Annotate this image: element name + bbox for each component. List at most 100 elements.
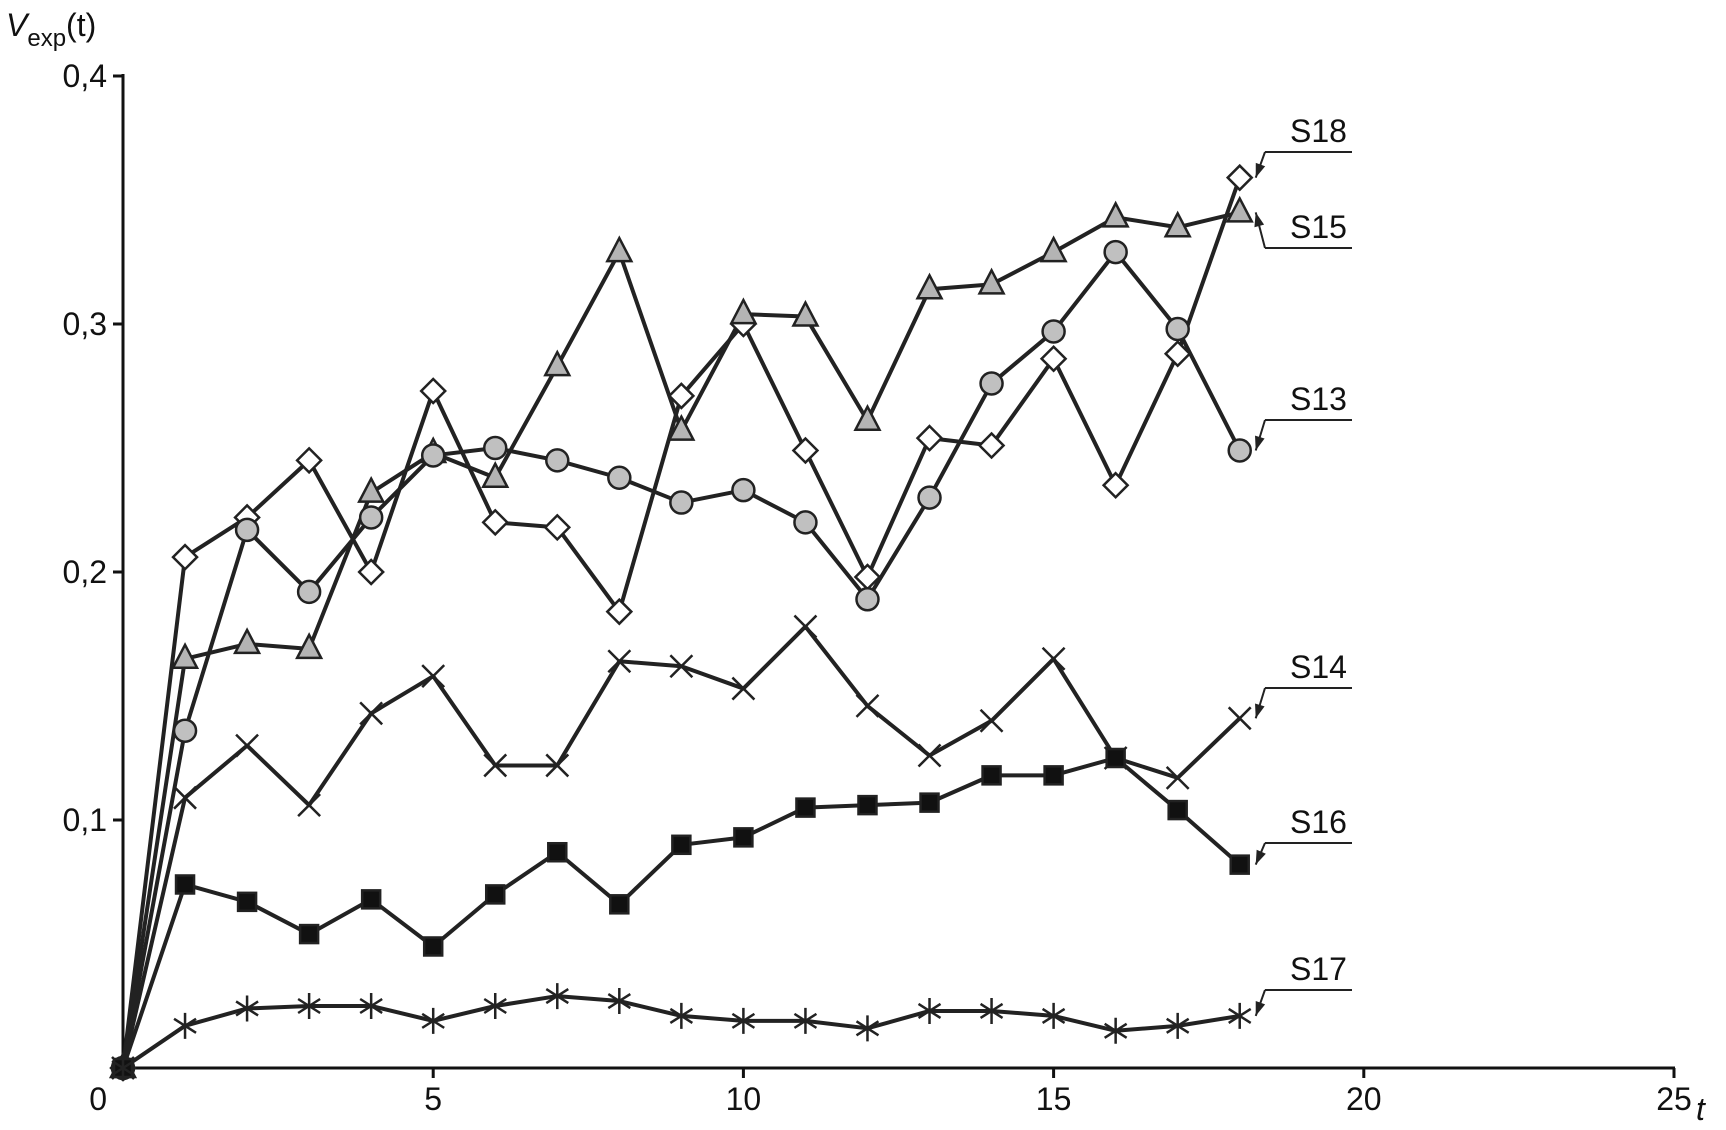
marker — [296, 579, 322, 605]
x-tick-label: 10 — [726, 1081, 762, 1117]
marker — [607, 465, 632, 491]
marker — [419, 377, 447, 405]
marker — [607, 988, 631, 1015]
marker — [1229, 854, 1250, 875]
marker — [1225, 163, 1254, 192]
marker — [236, 891, 258, 913]
marker — [1103, 1017, 1128, 1044]
marker — [1166, 1012, 1190, 1039]
marker — [481, 508, 510, 537]
marker — [422, 936, 444, 957]
marker — [919, 792, 940, 813]
x-tick-label: 15 — [1036, 1081, 1072, 1117]
marker — [1103, 239, 1128, 265]
series-label: S13 — [1290, 381, 1347, 417]
marker — [1043, 765, 1064, 786]
marker — [1039, 235, 1068, 263]
marker — [979, 371, 1004, 396]
y-label-rest: (t) — [66, 7, 96, 43]
marker — [605, 235, 634, 263]
marker — [170, 642, 200, 670]
arrow-head — [1254, 212, 1265, 228]
marker — [295, 446, 323, 475]
marker — [605, 597, 634, 626]
marker — [235, 995, 259, 1022]
marker — [793, 510, 818, 535]
marker — [731, 676, 756, 701]
series-line — [121, 210, 1241, 1069]
marker — [669, 654, 694, 679]
marker — [547, 841, 568, 863]
marker — [1041, 1002, 1066, 1029]
marker — [855, 1015, 880, 1042]
marker — [855, 587, 880, 612]
marker — [609, 894, 630, 915]
marker — [421, 664, 446, 689]
marker — [234, 517, 260, 543]
marker — [1227, 438, 1252, 463]
marker — [484, 884, 506, 905]
y-tick-label: 0,1 — [63, 802, 107, 838]
arrow-head — [1255, 1001, 1266, 1016]
marker — [853, 404, 882, 431]
marker — [791, 436, 820, 465]
marker — [977, 267, 1006, 295]
marker — [1227, 706, 1252, 731]
marker — [483, 993, 507, 1019]
marker — [358, 505, 384, 530]
marker — [733, 827, 754, 848]
marker — [172, 718, 198, 743]
marker — [731, 1007, 756, 1034]
marker — [483, 753, 508, 778]
arrow-head — [1255, 849, 1266, 865]
marker — [979, 997, 1004, 1024]
y-tick-label: 0,4 — [63, 58, 107, 94]
marker — [174, 874, 196, 895]
marker — [1165, 316, 1190, 342]
arrow-head — [1255, 162, 1266, 178]
marker — [915, 424, 944, 452]
marker — [793, 1007, 818, 1034]
arrow-head — [1255, 435, 1265, 451]
marker — [917, 485, 942, 510]
marker — [421, 1007, 445, 1034]
y-tick-label: 0,3 — [63, 306, 107, 342]
marker — [731, 477, 756, 503]
marker — [667, 382, 696, 410]
marker — [1101, 471, 1130, 499]
marker — [791, 299, 820, 327]
marker — [235, 733, 259, 758]
marker — [173, 785, 197, 810]
marker — [729, 297, 758, 325]
marker — [981, 765, 1002, 786]
series-label: S14 — [1290, 649, 1347, 685]
x-tick-label: 20 — [1346, 1081, 1382, 1117]
marker — [481, 461, 510, 489]
marker — [543, 513, 572, 542]
marker — [545, 448, 570, 473]
series-label: S16 — [1290, 804, 1347, 840]
marker — [111, 1055, 135, 1081]
marker — [171, 543, 199, 571]
marker — [360, 889, 382, 910]
arrow-head — [1255, 703, 1265, 719]
marker — [667, 413, 696, 441]
marker — [1163, 210, 1192, 238]
series-line — [121, 177, 1242, 1069]
y-axis-label: Vexp(t) — [6, 7, 96, 52]
x-tick-label: 5 — [424, 1081, 442, 1117]
marker — [917, 997, 942, 1024]
marker — [297, 793, 322, 818]
y-label-main: V — [6, 7, 30, 43]
marker — [669, 1002, 694, 1029]
marker — [545, 983, 569, 1010]
marker — [1163, 339, 1192, 368]
marker — [855, 694, 880, 718]
marker — [420, 443, 446, 468]
x-axis-label: t — [1696, 1091, 1706, 1127]
marker — [795, 797, 816, 818]
marker — [793, 614, 818, 639]
marker — [669, 490, 694, 515]
x-tick-label: 0 — [89, 1081, 107, 1117]
